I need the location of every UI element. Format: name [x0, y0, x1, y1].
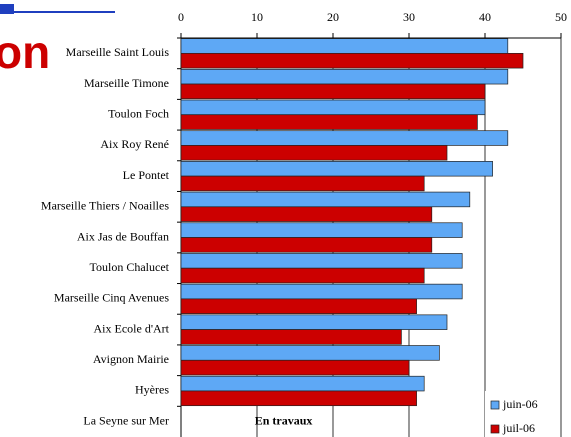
y-tick-label: Marseille Saint Louis	[66, 45, 170, 59]
bar	[180, 52, 524, 69]
y-tick-label: La Seyne sur Mer	[83, 413, 169, 427]
bar	[180, 145, 448, 161]
bar	[180, 283, 463, 300]
bar	[180, 130, 509, 146]
legend-swatch	[490, 424, 500, 434]
y-tick-label: Aix Ecole d'Art	[94, 321, 170, 335]
y-tick-label: Marseille Timone	[84, 76, 169, 90]
bar	[180, 314, 448, 330]
bar	[180, 253, 463, 269]
bar	[180, 38, 509, 54]
y-tick-label: Toulon Foch	[108, 106, 169, 120]
bar	[180, 237, 433, 253]
bar	[180, 68, 509, 85]
y-tick-label: Marseille Thiers / Noailles	[41, 199, 169, 213]
bar	[180, 175, 425, 192]
bar	[180, 267, 425, 284]
x-tick-label: 50	[555, 10, 567, 24]
bar	[180, 83, 486, 100]
bar	[180, 99, 486, 116]
bar	[180, 345, 440, 361]
legend-label: juin-06	[502, 397, 538, 411]
cut-heading: on	[0, 26, 50, 78]
legend-swatch	[490, 400, 500, 410]
annotation: En travaux	[255, 413, 313, 427]
y-tick-label: Toulon Chalucet	[90, 260, 170, 274]
y-tick-label: Aix Jas de Bouffan	[77, 229, 169, 243]
bar	[180, 114, 478, 130]
decor-square	[0, 4, 14, 14]
bar	[180, 298, 417, 314]
y-tick-label: Aix Roy René	[100, 137, 169, 151]
bar	[180, 222, 463, 238]
bar	[180, 390, 417, 407]
bar	[180, 161, 493, 177]
y-tick-label: Le Pontet	[123, 168, 170, 182]
bar	[180, 375, 425, 392]
y-tick-label: Avignon Mairie	[93, 352, 169, 366]
y-tick-label: Marseille Cinq Avenues	[54, 291, 169, 305]
x-tick-label: 40	[479, 10, 491, 24]
x-tick-label: 30	[403, 10, 415, 24]
bar	[180, 359, 410, 376]
y-tick-label: Hyères	[135, 383, 169, 397]
bar	[180, 191, 471, 208]
x-tick-label: 0	[178, 10, 184, 24]
legend-label: juil-06	[502, 421, 535, 435]
x-tick-label: 10	[251, 10, 263, 24]
x-tick-label: 20	[327, 10, 339, 24]
bar	[180, 206, 433, 222]
bar	[180, 329, 402, 345]
